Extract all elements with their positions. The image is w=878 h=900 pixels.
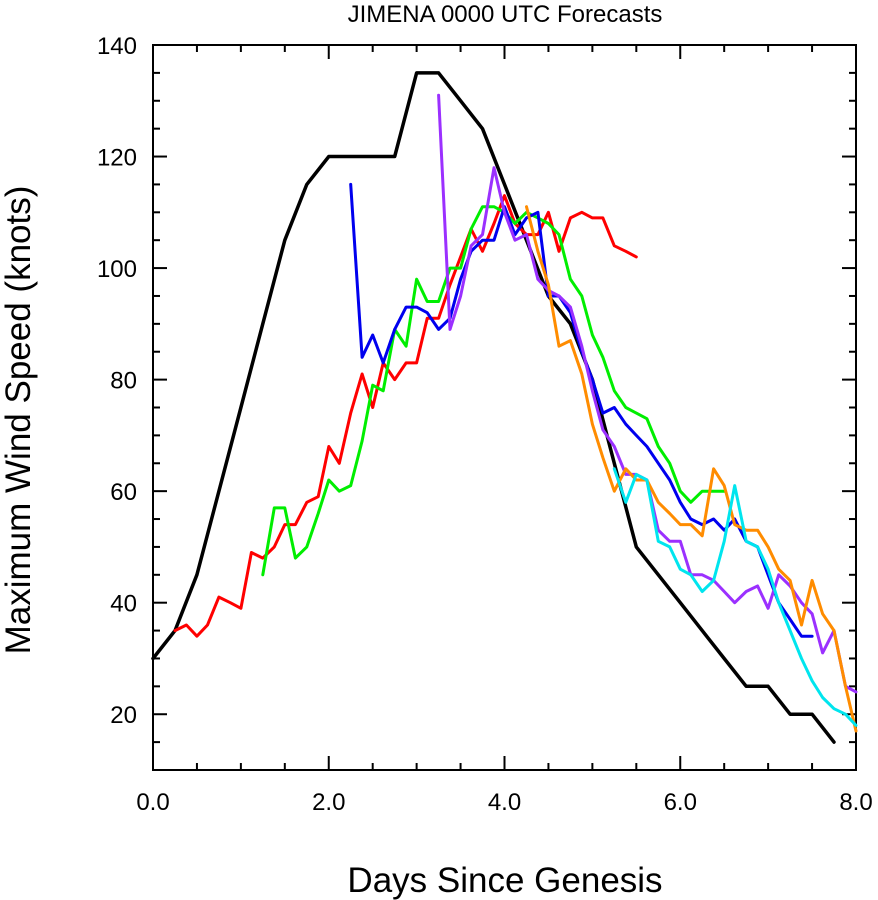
tick-marks [152, 44, 857, 771]
chart-title: JIMENA 0000 UTC Forecasts [348, 1, 663, 28]
x-tick-label: 6.0 [664, 789, 697, 816]
x-tick-label: 4.0 [488, 789, 521, 816]
y-tick-label: 100 [97, 256, 137, 283]
forecast-1-series-line [173, 194, 638, 638]
tick-labels: 0.0 2.0 4.0 6.0 8.0 20 40 60 80 100 120 140 [97, 33, 873, 816]
y-axis-title: Maximum Wind Speed (knots) [0, 186, 38, 655]
x-tick-label: 2.0 [312, 789, 345, 816]
x-tick-label: 8.0 [839, 789, 872, 816]
plot-frame [152, 44, 857, 771]
x-tick-label: 0.0 [136, 789, 169, 816]
y-tick-label: 20 [110, 702, 137, 729]
forecast-2-series-line [261, 205, 726, 577]
y-tick-label: 120 [97, 145, 137, 172]
best-track-series-line [151, 71, 836, 744]
forecast-6-series-line [612, 467, 858, 727]
x-axis-title: Days Since Genesis [347, 861, 662, 900]
forecast-4-series-line [437, 93, 858, 694]
series-lines [151, 71, 858, 744]
y-tick-label: 60 [110, 479, 137, 506]
y-tick-label: 140 [97, 33, 137, 60]
forecast-3-series-line [349, 182, 814, 638]
y-tick-label: 80 [110, 368, 137, 395]
forecast-5-series-line [525, 205, 858, 733]
y-tick-label: 40 [110, 591, 137, 618]
